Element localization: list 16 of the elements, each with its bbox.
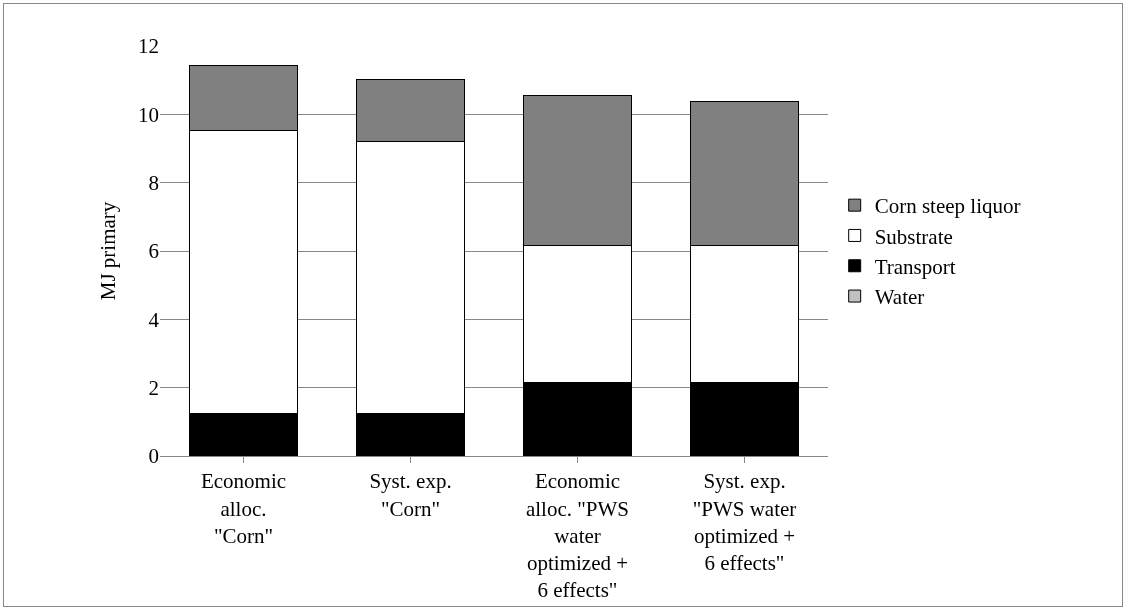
- legend-label: Substrate: [874, 224, 953, 249]
- y-tick-label: 12: [138, 34, 159, 59]
- y-tick-label: 8: [148, 171, 159, 196]
- x-tick-label: Economic alloc. "PWS water optimized + 6 effects": [525, 469, 630, 603]
- x-tick-label: Syst. exp. "Corn": [369, 469, 452, 521]
- y-tick-label: 2: [148, 376, 159, 401]
- y-axis-title: MJ primary: [96, 201, 121, 301]
- legend-label: Water: [874, 285, 925, 310]
- y-tick-label: 4: [148, 307, 160, 332]
- legend-label: Transport: [874, 254, 956, 279]
- x-tick-label: Syst. exp. "PWS water optimized + 6 effects": [692, 469, 797, 576]
- y-tick-label: 6: [148, 239, 159, 264]
- y-tick-label: 10: [138, 102, 159, 127]
- legend-label: Corn steep liquor: [874, 194, 1021, 219]
- y-tick-label: 0: [148, 444, 159, 469]
- x-tick-label: Economic alloc. "Corn": [200, 469, 287, 548]
